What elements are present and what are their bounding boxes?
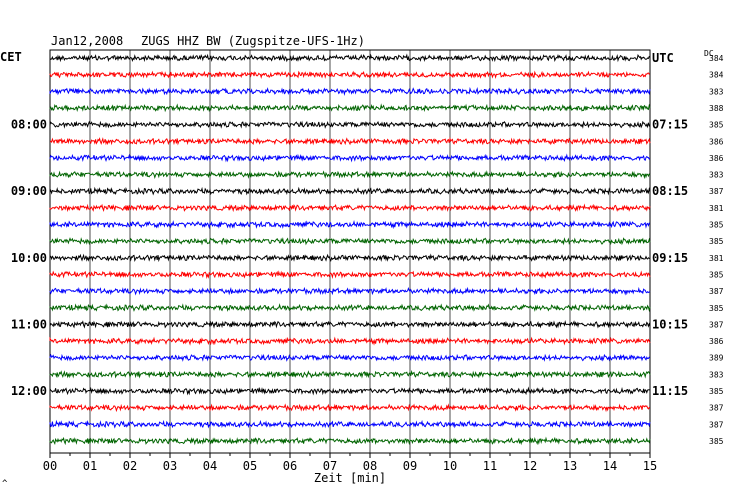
x-tick-label: 07	[323, 459, 337, 473]
seismic-trace	[49, 237, 651, 246]
x-tick-label: 05	[243, 459, 257, 473]
left-timezone-label: CET	[0, 50, 22, 64]
right-hour-label: 11:15	[652, 384, 688, 398]
left-hour-label: 10:00	[11, 251, 47, 265]
dc-offset-label: 385	[709, 221, 724, 230]
seismic-trace	[49, 369, 651, 379]
seismic-trace	[49, 403, 650, 413]
right-hour-label: UTC	[652, 51, 674, 65]
x-tick-label: 04	[203, 459, 217, 473]
x-tick-label: 14	[603, 459, 617, 473]
x-tick-label: 02	[123, 459, 137, 473]
left-hour-label: 09:00	[11, 184, 47, 198]
dc-offset-label: 385	[709, 437, 724, 446]
seismic-trace	[49, 170, 651, 180]
x-tick-label: 03	[163, 459, 177, 473]
seismic-trace	[49, 419, 651, 429]
x-tick-label: 06	[283, 459, 297, 473]
right-hour-label: 07:15	[652, 118, 688, 132]
dc-offset-label: 383	[709, 87, 724, 96]
dc-offset-label: 388	[709, 104, 724, 113]
dc-offset-label: 383	[709, 370, 724, 379]
dc-offset-label: 387	[709, 287, 724, 296]
dc-offset-label: 386	[709, 137, 724, 146]
dc-offset-label: 384	[709, 71, 724, 80]
x-tick-label: 11	[483, 459, 497, 473]
dc-offset-label: 385	[709, 270, 724, 279]
seismic-trace	[49, 220, 651, 230]
left-hour-label: 11:00	[11, 317, 47, 331]
dc-offset-label: 383	[709, 171, 724, 180]
x-tick-label: 10	[443, 459, 457, 473]
seismic-trace	[49, 303, 651, 313]
dc-offset-label: 385	[709, 237, 724, 246]
seismic-trace	[49, 336, 651, 346]
seismic-trace	[49, 86, 651, 96]
x-tick-label: 13	[563, 459, 577, 473]
x-tick-label: 12	[523, 459, 537, 473]
dc-offset-label: 381	[709, 254, 724, 263]
seismic-trace	[50, 136, 651, 146]
right-hour-label: 10:15	[652, 317, 688, 331]
station-label: ZUGS HHZ BW (Zugspitze-UFS-1Hz)	[141, 34, 365, 48]
date-label: Jan12,2008	[51, 34, 123, 48]
seismic-trace	[49, 186, 651, 196]
x-tick-label: 15	[643, 459, 657, 473]
dc-offset-label: 387	[709, 404, 724, 413]
right-hour-label: 09:15	[652, 251, 688, 265]
dc-offset-label: 389	[709, 354, 724, 363]
dc-offset-label: 387	[709, 187, 724, 196]
corner-mark: ^	[2, 479, 8, 489]
dc-offset-label: 385	[709, 121, 724, 130]
dc-offset-label: 387	[709, 320, 724, 329]
seismic-trace	[49, 253, 651, 263]
seismic-trace	[49, 320, 651, 329]
seismic-trace	[49, 286, 651, 296]
seismic-trace	[49, 353, 651, 362]
seismic-trace	[49, 103, 651, 113]
dc-offset-label: 384	[709, 54, 724, 63]
left-hour-label: 08:00	[11, 118, 47, 132]
seismic-trace	[49, 153, 651, 163]
seismic-trace	[49, 53, 651, 63]
dc-offset-label: 386	[709, 337, 724, 346]
x-tick-label: 00	[43, 459, 57, 473]
dc-offset-label: 386	[709, 154, 724, 163]
seismic-trace	[49, 120, 651, 129]
seismic-trace	[49, 386, 651, 396]
dc-offset-label: 385	[709, 304, 724, 313]
dc-offset-label: 381	[709, 204, 724, 213]
x-tick-label: 09	[403, 459, 417, 473]
dc-label: DC	[704, 49, 714, 58]
seismic-trace	[49, 436, 651, 446]
seismic-trace	[49, 203, 651, 213]
x-axis-title: Zeit [min]	[314, 471, 386, 485]
seismic-trace	[49, 270, 651, 279]
dc-offset-label: 387	[709, 420, 724, 429]
left-hour-label: 12:00	[11, 384, 47, 398]
x-tick-label: 01	[83, 459, 97, 473]
x-tick-label: 08	[363, 459, 377, 473]
dc-offset-label: 385	[709, 387, 724, 396]
right-hour-label: 08:15	[652, 184, 688, 198]
seismic-trace	[49, 70, 651, 80]
